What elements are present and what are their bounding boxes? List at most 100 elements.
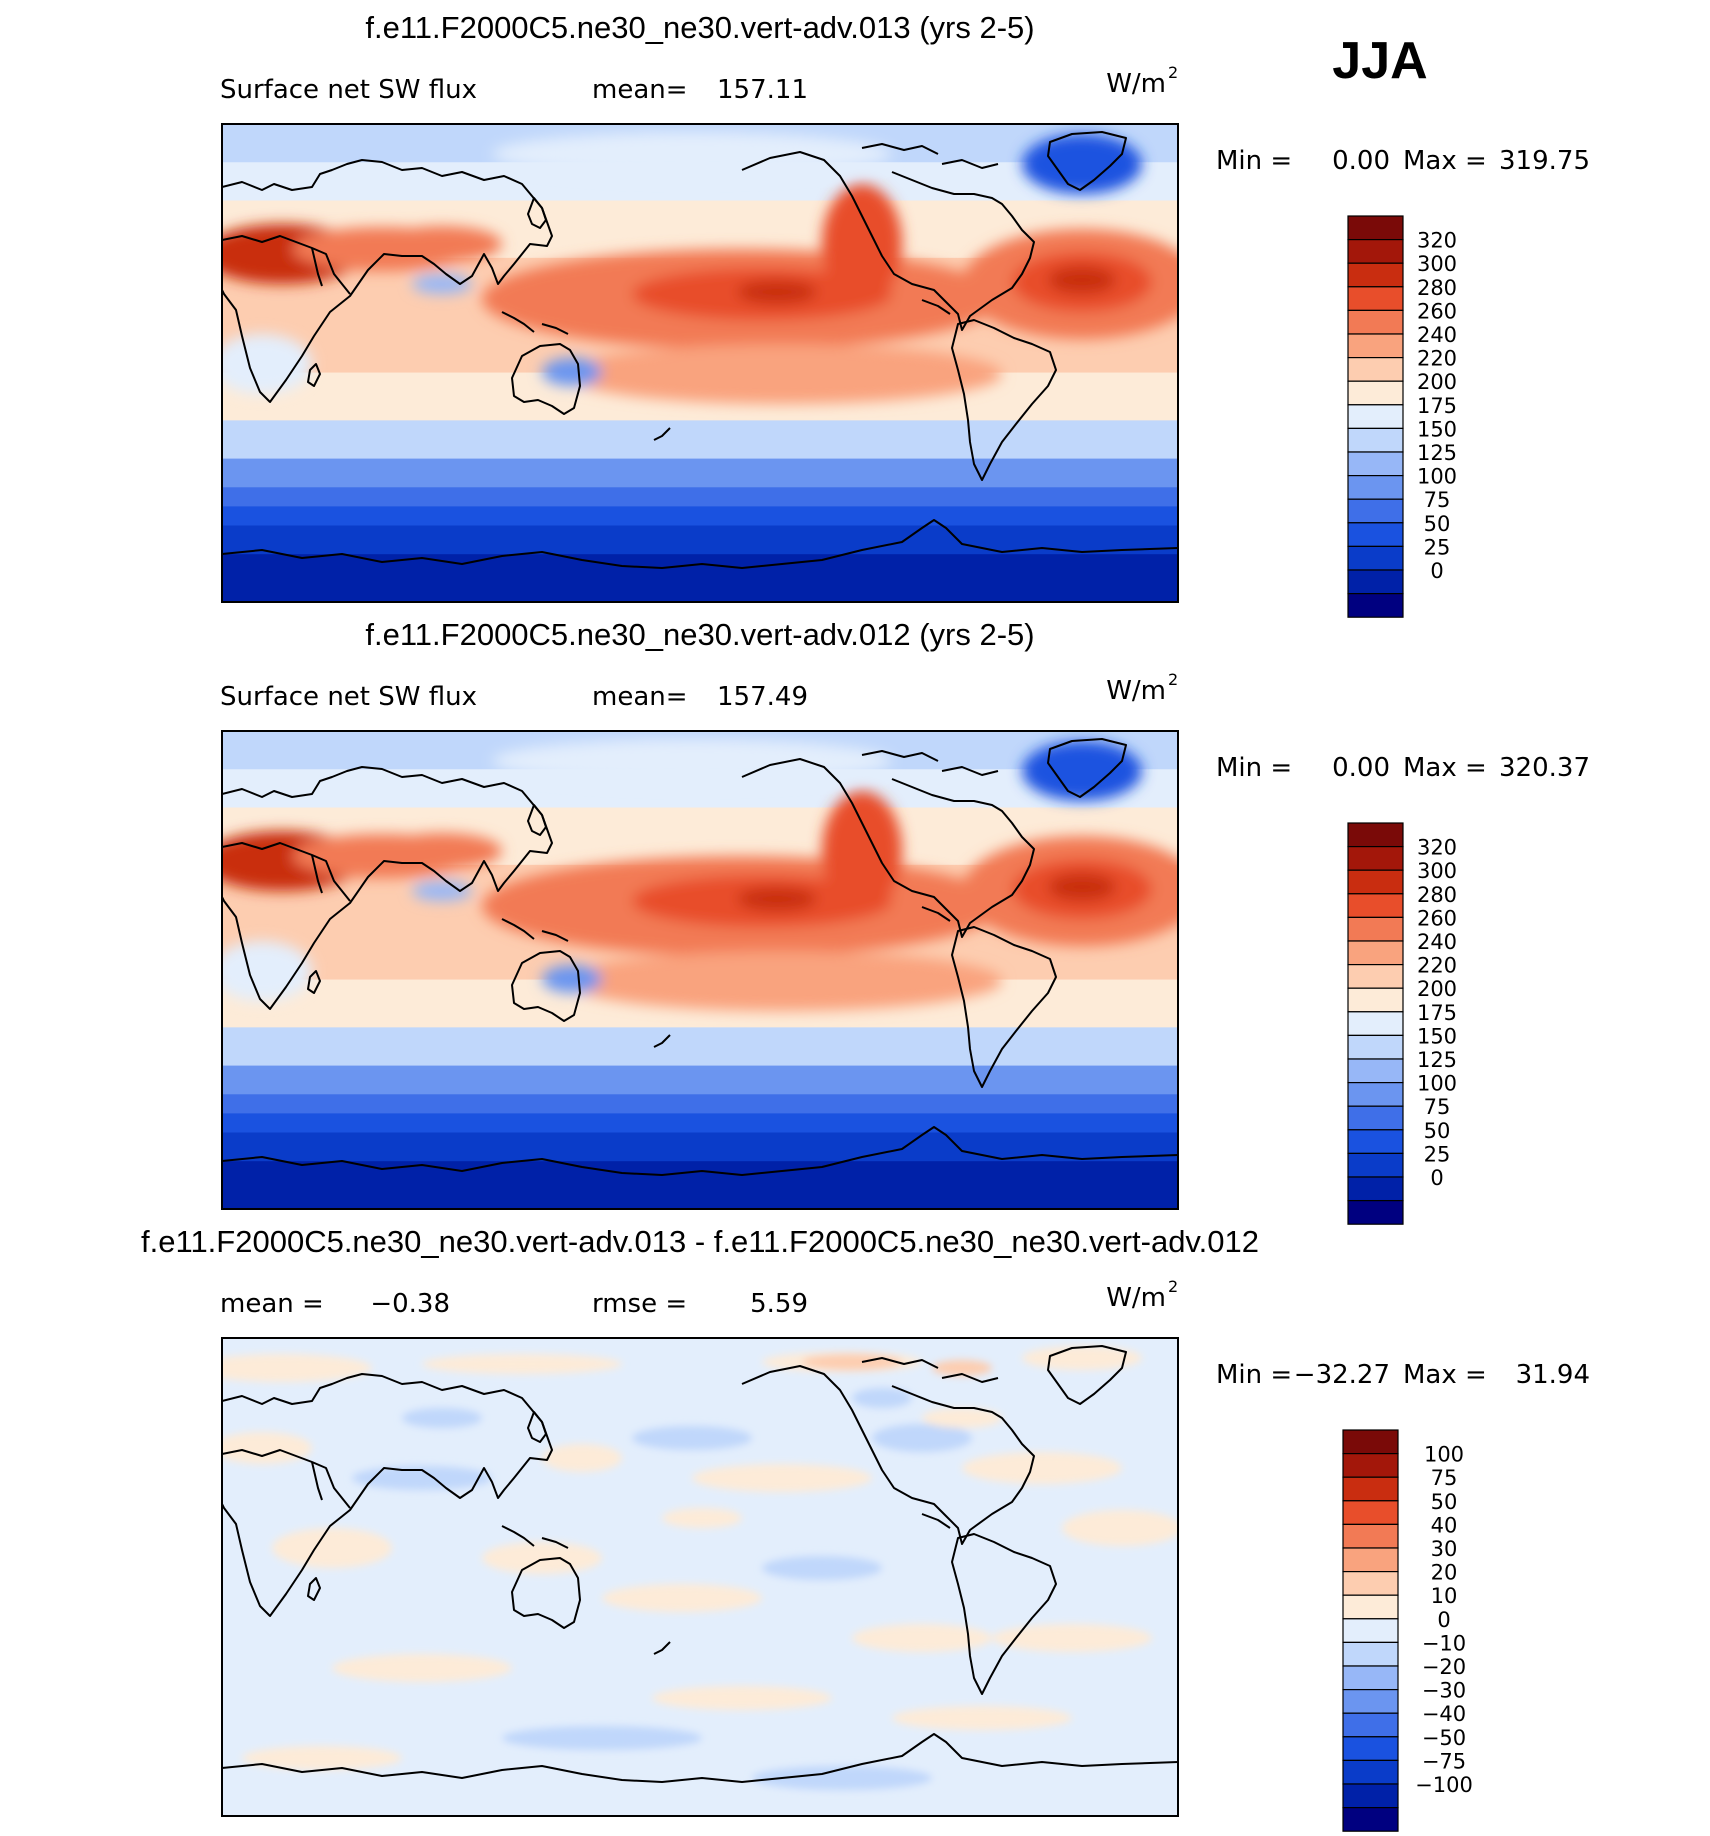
colorbar-tick-label: 150	[1417, 417, 1457, 441]
map-frame	[221, 730, 1179, 1210]
colorbar-swatch	[1347, 1199, 1404, 1225]
colorbar-swatch	[1342, 1783, 1399, 1809]
colorbar-tick-label: −75	[1422, 1749, 1466, 1773]
units-superscript: 2	[1168, 63, 1178, 82]
colorbar-swatch	[1342, 1712, 1399, 1738]
colorbar-swatch	[1347, 1152, 1404, 1178]
colorbar-swatch	[1342, 1429, 1399, 1455]
colorbar-swatch	[1347, 239, 1404, 264]
colorbar-tick-label: 100	[1424, 1443, 1464, 1467]
colorbar-swatch	[1342, 1759, 1399, 1785]
colorbar-tick-label: 0	[1437, 1608, 1450, 1632]
colorbar-swatch	[1342, 1806, 1399, 1832]
colorbar-swatch	[1347, 845, 1404, 871]
colorbar-tick-label: −40	[1422, 1702, 1466, 1726]
colorbar-tick-label: 40	[1431, 1513, 1458, 1537]
colorbar-swatch	[1342, 1641, 1399, 1667]
colorbar-tick-label: 300	[1417, 252, 1457, 276]
colorbar-tick-label: 260	[1417, 906, 1457, 930]
colorbar-tick-label: 100	[1417, 1072, 1457, 1096]
min-value: 0.00	[1332, 146, 1390, 176]
colorbar-swatch	[1347, 309, 1404, 335]
stat-value: 157.49	[717, 682, 808, 712]
colorbar-swatch	[1347, 475, 1404, 500]
colorbar-swatch	[1347, 987, 1404, 1013]
units-label: W/m	[1106, 676, 1166, 706]
colorbar-tick-label: 240	[1417, 323, 1457, 347]
colorbar-tick-label: 220	[1417, 347, 1457, 371]
colorbar-swatch	[1347, 569, 1404, 595]
colorbar-swatch	[1347, 822, 1404, 848]
colorbar-swatch	[1342, 1500, 1399, 1526]
colorbar-tick-label: 280	[1417, 276, 1457, 300]
colorbar-tick-label: 240	[1417, 930, 1457, 954]
colorbar-tick-label: 300	[1417, 859, 1457, 883]
variable-label: Surface net SW flux	[220, 682, 477, 712]
panel-title: f.e11.F2000C5.ne30_ne30.vert-adv.012 (yr…	[365, 617, 1034, 652]
colorbar-tick-label: −100	[1415, 1773, 1473, 1797]
season-label: JJA	[1332, 32, 1427, 90]
colorbar-tick-label: 50	[1424, 512, 1451, 536]
colorbar-tick-label: 50	[1424, 1119, 1451, 1143]
colorbar-swatch	[1342, 1594, 1399, 1620]
colorbar-swatch	[1342, 1618, 1399, 1644]
colorbar-swatch	[1347, 940, 1404, 966]
units-label: W/m	[1106, 69, 1166, 99]
colorbar-swatch	[1347, 357, 1404, 382]
min-label: Min =	[1216, 753, 1292, 783]
colorbar-swatch	[1342, 1665, 1399, 1691]
panel-1: f.e11.F2000C5.ne30_ne30.vert-adv.013 (yr…	[220, 10, 1590, 618]
colorbar-swatch	[1347, 869, 1404, 895]
colorbar-swatch	[1347, 545, 1404, 571]
colorbar-tick-label: −20	[1422, 1655, 1466, 1679]
min-label: Min =	[1216, 146, 1292, 176]
colorbar-tick-label: 50	[1431, 1490, 1458, 1514]
colorbar-swatch	[1342, 1570, 1399, 1596]
panel-2: f.e11.F2000C5.ne30_ne30.vert-adv.012 (yr…	[220, 617, 1590, 1225]
max-value: 319.75	[1499, 146, 1590, 176]
colorbar-swatch	[1347, 451, 1404, 477]
colorbar-tick-label: 75	[1424, 488, 1451, 512]
colorbar-tick-label: 100	[1417, 465, 1457, 489]
colorbar-tick-label: 0	[1430, 559, 1443, 583]
colorbar-tick-label: 125	[1417, 441, 1457, 465]
colorbar-swatch	[1347, 404, 1404, 429]
colorbar-tick-label: 200	[1417, 977, 1457, 1001]
colorbar-tick-label: 280	[1417, 883, 1457, 907]
colorbar-tick-label: 20	[1431, 1561, 1458, 1585]
panel-title: f.e11.F2000C5.ne30_ne30.vert-adv.013 (yr…	[365, 10, 1034, 45]
map	[222, 124, 1178, 601]
colorbar-swatch	[1347, 1176, 1404, 1202]
max-label: Max =	[1403, 146, 1487, 176]
colorbar-swatch	[1342, 1736, 1399, 1762]
colorbar-swatch	[1347, 916, 1404, 942]
stat-label: mean =	[220, 1289, 324, 1319]
max-value: 31.94	[1516, 1360, 1590, 1390]
max-value: 320.37	[1499, 753, 1590, 783]
colorbar-tick-label: 320	[1417, 229, 1457, 253]
units-superscript: 2	[1168, 1277, 1178, 1296]
colorbar-tick-label: 25	[1424, 535, 1451, 559]
colorbar-swatch	[1347, 498, 1404, 524]
colorbar-tick-label: 320	[1417, 836, 1457, 860]
colorbar-tick-label: 10	[1431, 1584, 1458, 1608]
max-label: Max =	[1403, 1360, 1487, 1390]
colorbar-tick-label: 150	[1417, 1024, 1457, 1048]
colorbar-tick-label: 220	[1417, 954, 1457, 978]
colorbar-swatch	[1347, 1081, 1404, 1107]
colorbar-swatch	[1342, 1547, 1399, 1573]
colorbar-tick-label: 260	[1417, 299, 1457, 323]
colorbar-swatch	[1347, 215, 1404, 241]
colorbar-swatch	[1342, 1688, 1399, 1714]
colorbar-swatch	[1347, 893, 1404, 918]
colorbar-swatch	[1347, 286, 1404, 311]
panels: f.e11.F2000C5.ne30_ne30.vert-adv.013 (yr…	[141, 10, 1590, 1832]
colorbar-swatch	[1347, 1011, 1404, 1036]
colorbar-tick-label: 0	[1430, 1166, 1443, 1190]
colorbar-tick-label: 25	[1424, 1142, 1451, 1166]
stat-label: mean=	[592, 75, 688, 105]
